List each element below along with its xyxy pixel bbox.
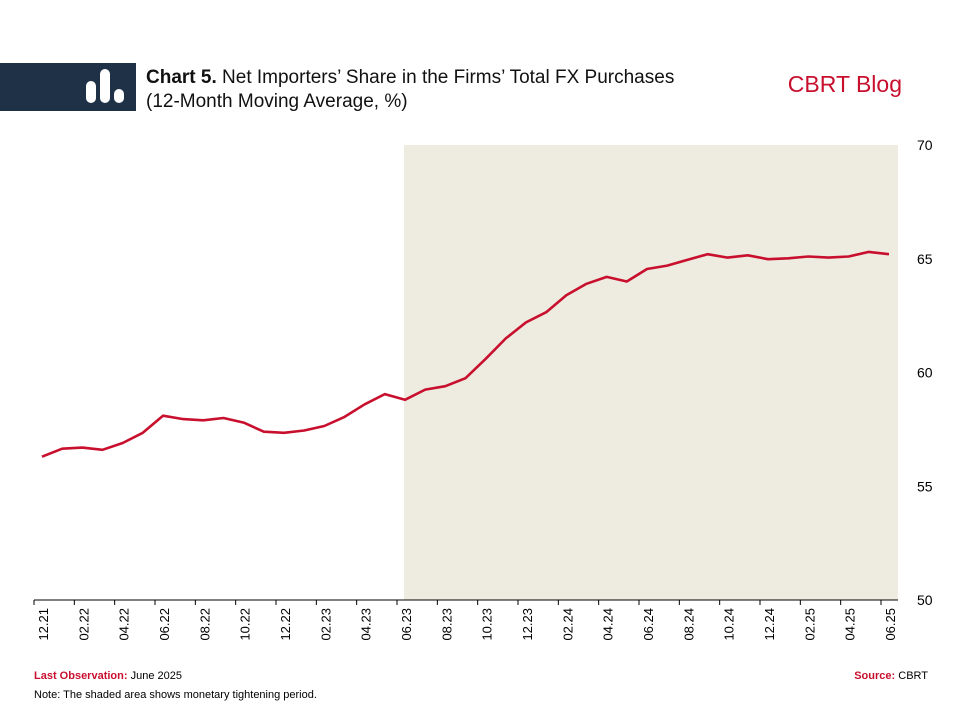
x-tick-label: 04.25: [843, 608, 858, 641]
source: Source: CBRT: [854, 670, 928, 682]
bar-chart-icon: [86, 69, 124, 103]
x-tick-label: 04.23: [359, 608, 374, 641]
x-tick-label: 12.21: [36, 608, 51, 641]
y-tick-label: 65: [917, 251, 933, 267]
x-tick-label: 02.23: [318, 608, 333, 641]
y-tick-label: 70: [917, 137, 933, 153]
data-series-line: [41, 250, 890, 458]
y-tick-label: 50: [917, 592, 933, 608]
x-tick-label: 10.23: [480, 608, 495, 641]
x-tick-label: 04.22: [117, 608, 132, 641]
x-tick-label: 02.24: [560, 608, 575, 641]
brand-logo-text: CBRT Blog: [787, 71, 902, 97]
tightening-period-shade: [404, 145, 898, 600]
title-line1: Net Importers’ Share in the Firms’ Total…: [222, 67, 675, 88]
x-tick-label: 02.22: [76, 608, 91, 641]
title-line2: (12-Month Moving Average, %): [146, 91, 408, 112]
x-tick-label: 04.24: [601, 608, 616, 641]
last-observation-value: June 2025: [130, 670, 182, 682]
source-value: CBRT: [898, 670, 928, 682]
x-tick-label: 06.22: [157, 608, 172, 641]
source-label: Source:: [854, 670, 896, 682]
line-chart: 12.21 02.22 04.22 06.22 08.22 10.22 12.22 02.23…: [33, 137, 933, 641]
chart-title: Chart 5. Net Importers’ Share in the Fir…: [146, 66, 674, 114]
x-tick-label: 12.23: [520, 608, 535, 641]
x-tick-label: 10.24: [722, 608, 737, 641]
chart-note: Note: The shaded area shows monetary tig…: [34, 689, 317, 701]
last-observation-label: Last Observation:: [34, 670, 128, 682]
x-tick-label: 12.22: [278, 608, 293, 641]
x-tick-label: 10.22: [238, 608, 253, 641]
x-tick-label: 12.24: [762, 608, 777, 641]
x-tick-label: 08.22: [197, 608, 212, 641]
header-band: [0, 63, 136, 111]
x-tick-label: 06.23: [399, 608, 414, 641]
y-tick-label: 60: [917, 365, 933, 381]
x-tick-label: 08.23: [439, 608, 454, 641]
y-tick-label: 55: [917, 478, 933, 494]
x-tick-label: 08.24: [681, 608, 696, 641]
x-tick-label: 06.24: [641, 608, 656, 641]
x-tick-label: 06.25: [883, 608, 898, 641]
chart-number: Chart 5.: [146, 67, 217, 88]
last-observation: Last Observation: June 2025: [34, 670, 182, 682]
x-tick-label: 02.25: [802, 608, 817, 641]
